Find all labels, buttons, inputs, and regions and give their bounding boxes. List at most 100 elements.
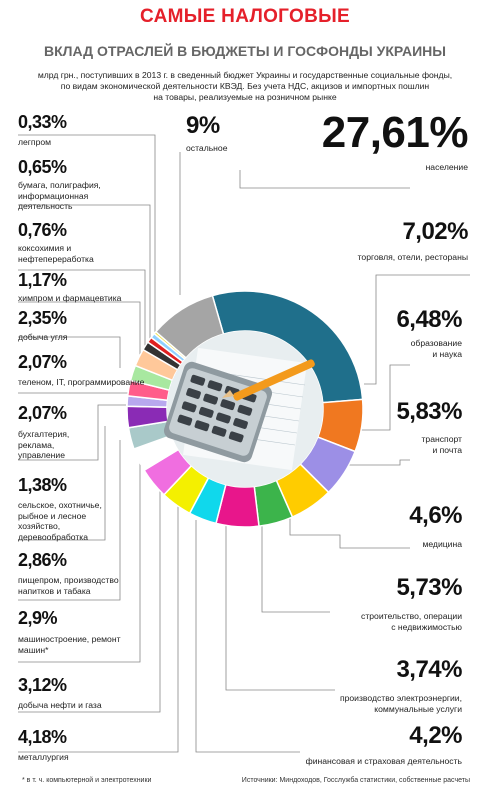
chart-description: млрд грн., поступивших в 2013 г. в сведе… bbox=[20, 70, 470, 103]
label-pct: 7,02% bbox=[402, 218, 468, 245]
label-name: нефтепереработка bbox=[18, 253, 94, 264]
label-pct: 5,73% bbox=[396, 574, 462, 601]
label-pct: 5,83% bbox=[396, 398, 462, 425]
label-pct: 6,48% bbox=[396, 306, 462, 333]
label-pischeprom: 2,86% пищепром, производство напитков и … bbox=[18, 550, 158, 596]
label-name: население bbox=[425, 162, 468, 172]
label-name: производство электроэнергии, bbox=[339, 693, 462, 703]
label-stroitelstvo: 5,73% строительство, операции с недвижим… bbox=[300, 574, 462, 632]
leader-line bbox=[18, 458, 141, 663]
leader-line bbox=[18, 505, 179, 753]
leader-line bbox=[18, 204, 151, 343]
label-pct: 0,65% bbox=[18, 157, 67, 177]
label-buhgalteriya: 2,07% бухгалтерия, реклама, управление bbox=[18, 403, 158, 461]
label-name: добыча угля bbox=[18, 332, 68, 342]
label-name: информационная bbox=[18, 190, 89, 201]
label-pct: 4,18% bbox=[18, 727, 67, 747]
label-name: финансовая и страховая деятельность bbox=[305, 756, 462, 766]
label-pct: 0,76% bbox=[18, 220, 67, 240]
leader-line bbox=[18, 440, 121, 601]
label-pct: 0,33% bbox=[18, 112, 67, 132]
label-name: хозяйство, bbox=[18, 521, 61, 531]
label-telecom: 2,07% теленом, IT, программирование bbox=[18, 352, 178, 388]
label-pct: 2,07% bbox=[18, 352, 67, 372]
label-name: теленом, IT, программирование bbox=[18, 377, 145, 387]
label-name: машиностроение, ремонт bbox=[18, 634, 121, 644]
label-pct: 2,07% bbox=[18, 403, 67, 423]
label-torgovlya: 7,02% торговля, отели, рестораны bbox=[300, 218, 469, 263]
label-name: машин* bbox=[18, 644, 49, 655]
leader-line bbox=[195, 520, 300, 753]
label-name: коммунальные услуги bbox=[374, 703, 462, 714]
center-photo bbox=[163, 331, 323, 487]
label-ugol: 2,35% добыча угля bbox=[18, 308, 158, 343]
label-metallurgiya: 4,18% металлургия bbox=[18, 727, 158, 763]
label-name: коксохимия и bbox=[18, 243, 72, 253]
label-name: медицина bbox=[422, 539, 462, 549]
leader-line bbox=[18, 134, 156, 338]
label-name: строительство, операции bbox=[361, 611, 462, 621]
label-neft: 3,12% добыча нефти и газа bbox=[18, 675, 158, 711]
label-pct: 27,61% bbox=[321, 108, 469, 157]
page-title: САМЫЕ НАЛОГОВЫЕ bbox=[140, 6, 350, 27]
label-name: и почта bbox=[432, 444, 462, 455]
label-pct: 2,9% bbox=[18, 608, 58, 628]
label-pct: 1,38% bbox=[18, 475, 67, 495]
description-line: по видам экономической деятельности КВЭД… bbox=[60, 81, 430, 91]
label-energiya: 3,74% производство электроэнергии, комму… bbox=[300, 656, 463, 714]
leader-line bbox=[239, 170, 410, 189]
label-pct: 2,86% bbox=[18, 550, 67, 570]
label-name: рыбное и лесное bbox=[18, 510, 87, 521]
label-name: остальное bbox=[186, 143, 228, 153]
leader-line bbox=[18, 426, 106, 541]
label-name: химпром и фармацевтика bbox=[18, 293, 122, 303]
label-name: торговля, отели, рестораны bbox=[357, 252, 468, 262]
label-name: деятельность bbox=[18, 201, 73, 211]
label-name: пищепром, производство bbox=[18, 575, 119, 585]
leader-line bbox=[18, 404, 126, 461]
label-pct: 3,74% bbox=[396, 656, 462, 683]
label-pct: 1,17% bbox=[18, 270, 67, 290]
label-pct: 3,12% bbox=[18, 675, 67, 695]
label-legprom: 0,33% легпром bbox=[18, 112, 158, 148]
leader-line bbox=[357, 364, 410, 431]
label-obrazovanie: 6,48% образование и наука bbox=[300, 306, 462, 359]
donut-slices bbox=[126, 290, 364, 528]
label-name: образование bbox=[410, 338, 462, 348]
label-name: с недвижимостью bbox=[391, 621, 462, 632]
label-pct: 4,2% bbox=[409, 722, 462, 749]
label-bumaga: 0,65% бумага, полиграфия, информационная… bbox=[18, 157, 158, 212]
label-name: реклама, bbox=[18, 439, 55, 450]
description-line: на товары, реализуемые на розничном рынк… bbox=[153, 92, 337, 102]
label-name: бумага, полиграфия, bbox=[18, 180, 101, 190]
label-selskoe: 1,38% сельское, охотничье, рыбное и лесн… bbox=[18, 475, 158, 542]
label-name: добыча нефти и газа bbox=[18, 700, 102, 710]
page-subtitle: ВКЛАД ОТРАСЛЕЙ В БЮДЖЕТЫ И ГОСФОНДЫ УКРА… bbox=[44, 43, 446, 59]
label-name: легпром bbox=[18, 137, 52, 147]
leader-line bbox=[18, 301, 141, 357]
label-name: сельское, охотничье, bbox=[18, 500, 102, 510]
label-medicina: 4,6% медицина bbox=[300, 502, 462, 550]
leader-line bbox=[289, 500, 410, 549]
pencil-icon bbox=[222, 359, 315, 401]
label-koks: 0,76% коксохимия и нефтепереработка bbox=[18, 220, 158, 264]
label-pct: 4,6% bbox=[409, 502, 462, 529]
leader-line bbox=[261, 520, 330, 613]
label-name: металлургия bbox=[18, 752, 69, 762]
label-name: управление bbox=[18, 450, 65, 460]
label-naselenie: 27,61% население bbox=[300, 108, 469, 173]
leader-line bbox=[225, 525, 335, 691]
label-pct: 2,35% bbox=[18, 308, 67, 328]
label-pct: 9% bbox=[186, 112, 220, 139]
label-ostalnoe: 9% остальное bbox=[186, 112, 266, 154]
label-name: и наука bbox=[432, 348, 462, 359]
leader-line bbox=[345, 459, 410, 466]
leader-line bbox=[18, 336, 121, 368]
label-himprom: 1,17% химпром и фармацевтика bbox=[18, 270, 158, 304]
leader-line bbox=[18, 482, 161, 713]
description-line: млрд грн., поступивших в 2013 г. в сведе… bbox=[37, 70, 453, 80]
footnote: * в т. ч. компьютерной и электротехники bbox=[22, 777, 152, 784]
label-name: деревообработка bbox=[18, 531, 89, 542]
